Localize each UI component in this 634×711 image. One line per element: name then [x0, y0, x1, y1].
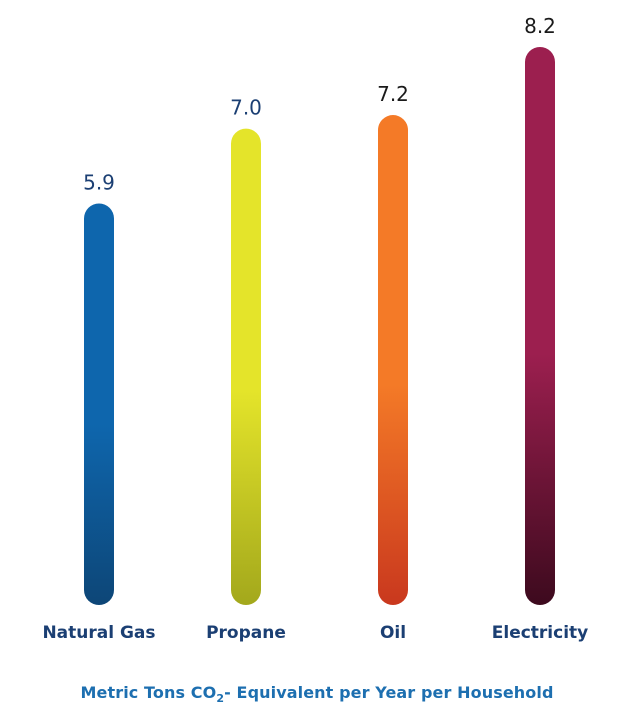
- category-labels-layer: Natural Gas Propane Oil Electricity: [42, 623, 588, 643]
- category-label-natural-gas: Natural Gas: [42, 623, 155, 643]
- bar-propane: [231, 128, 261, 605]
- category-label-oil: Oil: [380, 623, 406, 643]
- category-label-electricity: Electricity: [492, 623, 589, 643]
- bar-natural-gas: [84, 203, 114, 605]
- value-label-electricity: 8.2: [524, 14, 556, 38]
- category-label-propane: Propane: [206, 623, 286, 643]
- value-label-oil: 7.2: [377, 82, 409, 106]
- value-label-natural-gas: 5.9: [83, 171, 115, 195]
- caption-prefix: Metric Tons CO: [80, 683, 217, 702]
- bars-layer: [84, 47, 555, 606]
- caption-suffix: - Equivalent per Year per Household: [224, 683, 554, 702]
- bar-electricity: [525, 47, 555, 605]
- chart-caption: Metric Tons CO2- Equivalent per Year per…: [0, 683, 634, 705]
- value-labels-layer: 5.9 7.0 7.2 8.2: [83, 14, 556, 195]
- caption-subscript: 2: [216, 692, 225, 705]
- bar-oil: [378, 115, 408, 606]
- value-label-propane: 7.0: [230, 96, 262, 120]
